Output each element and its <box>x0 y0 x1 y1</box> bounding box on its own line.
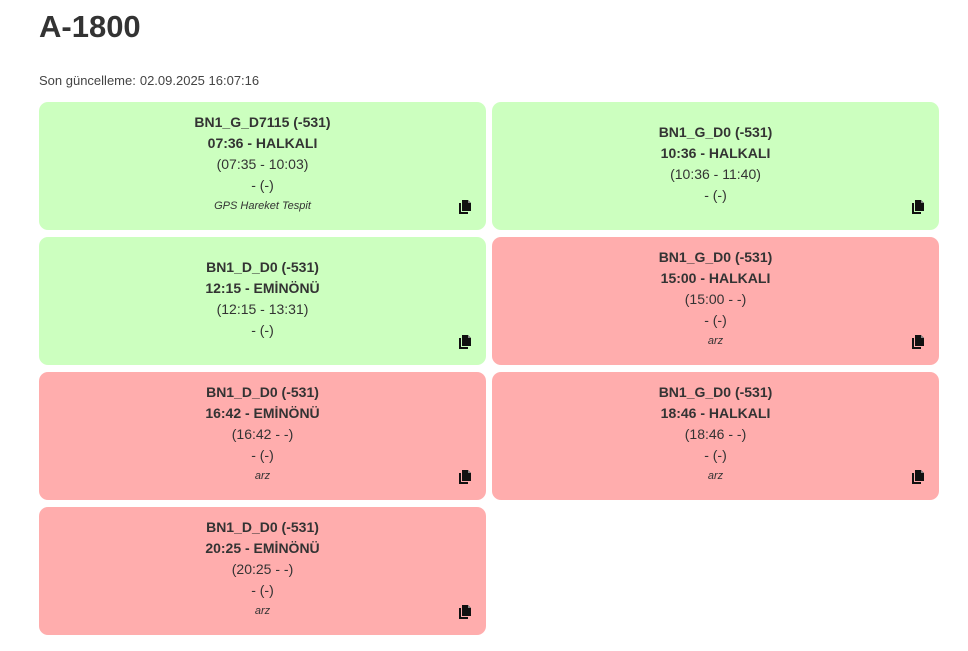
trip-extra: - (-) <box>251 177 274 193</box>
trip-card: BN1_D_D0 (-531) 20:25 - EMİNÖNÜ (20:25 -… <box>39 507 486 635</box>
trip-time-window: (20:25 - -) <box>231 561 294 577</box>
trip-extra: - (-) <box>704 447 727 463</box>
copy-icon[interactable] <box>911 335 925 349</box>
trip-departure: 16:42 - EMİNÖNÜ <box>205 405 320 421</box>
trip-code: BN1_D_D0 (-531) <box>206 259 319 275</box>
trip-extra: - (-) <box>251 447 274 463</box>
trip-time-window: (18:46 - -) <box>684 426 747 442</box>
last-updated-label: Son güncelleme: <box>39 73 136 88</box>
trip-departure: 15:00 - HALKALI <box>660 270 771 286</box>
copy-icon[interactable] <box>458 200 472 214</box>
trip-departure: 12:15 - EMİNÖNÜ <box>205 280 320 296</box>
copy-icon[interactable] <box>458 470 472 484</box>
trip-code: BN1_G_D0 (-531) <box>658 124 773 140</box>
trip-code: BN1_G_D0 (-531) <box>658 384 773 400</box>
last-updated-value: 02.09.2025 16:07:16 <box>139 73 260 88</box>
trip-time-window: (12:15 - 13:31) <box>216 301 309 317</box>
trip-card: BN1_G_D0 (-531) 10:36 - HALKALI (10:36 -… <box>492 102 939 230</box>
last-updated: Son güncelleme: 02.09.2025 16:07:16 <box>39 73 259 89</box>
trip-extra: - (-) <box>704 312 727 328</box>
trip-departure: 20:25 - EMİNÖNÜ <box>205 540 320 556</box>
trip-card-grid: BN1_G_D7115 (-531) 07:36 - HALKALI (07:3… <box>39 102 939 635</box>
trip-note: arz <box>254 605 271 617</box>
copy-icon[interactable] <box>911 200 925 214</box>
copy-icon[interactable] <box>911 470 925 484</box>
trip-time-window: (15:00 - -) <box>684 291 747 307</box>
trip-departure: 07:36 - HALKALI <box>207 135 318 151</box>
trip-card: BN1_G_D0 (-531) 15:00 - HALKALI (15:00 -… <box>492 237 939 365</box>
trip-extra: - (-) <box>251 582 274 598</box>
copy-icon[interactable] <box>458 335 472 349</box>
trip-note: arz <box>707 470 724 482</box>
trip-code: BN1_G_D7115 (-531) <box>194 114 331 130</box>
trip-note: GPS Hareket Tespit <box>214 200 311 212</box>
trip-code: BN1_D_D0 (-531) <box>206 519 319 535</box>
trip-card: BN1_D_D0 (-531) 16:42 - EMİNÖNÜ (16:42 -… <box>39 372 486 500</box>
trip-card: BN1_G_D0 (-531) 18:46 - HALKALI (18:46 -… <box>492 372 939 500</box>
page-title: A-1800 <box>39 9 141 44</box>
trip-code: BN1_D_D0 (-531) <box>206 384 319 400</box>
copy-icon[interactable] <box>458 605 472 619</box>
trip-extra: - (-) <box>251 322 274 338</box>
trip-card: BN1_D_D0 (-531) 12:15 - EMİNÖNÜ (12:15 -… <box>39 237 486 365</box>
trip-code: BN1_G_D0 (-531) <box>658 249 773 265</box>
trip-departure: 18:46 - HALKALI <box>660 405 771 421</box>
trip-note: arz <box>707 335 724 347</box>
trip-time-window: (07:35 - 10:03) <box>216 156 309 172</box>
trip-card: BN1_G_D7115 (-531) 07:36 - HALKALI (07:3… <box>39 102 486 230</box>
trip-note: arz <box>254 470 271 482</box>
trip-departure: 10:36 - HALKALI <box>660 145 771 161</box>
trip-time-window: (16:42 - -) <box>231 426 294 442</box>
trip-extra: - (-) <box>704 187 727 203</box>
trip-time-window: (10:36 - 11:40) <box>670 166 761 182</box>
